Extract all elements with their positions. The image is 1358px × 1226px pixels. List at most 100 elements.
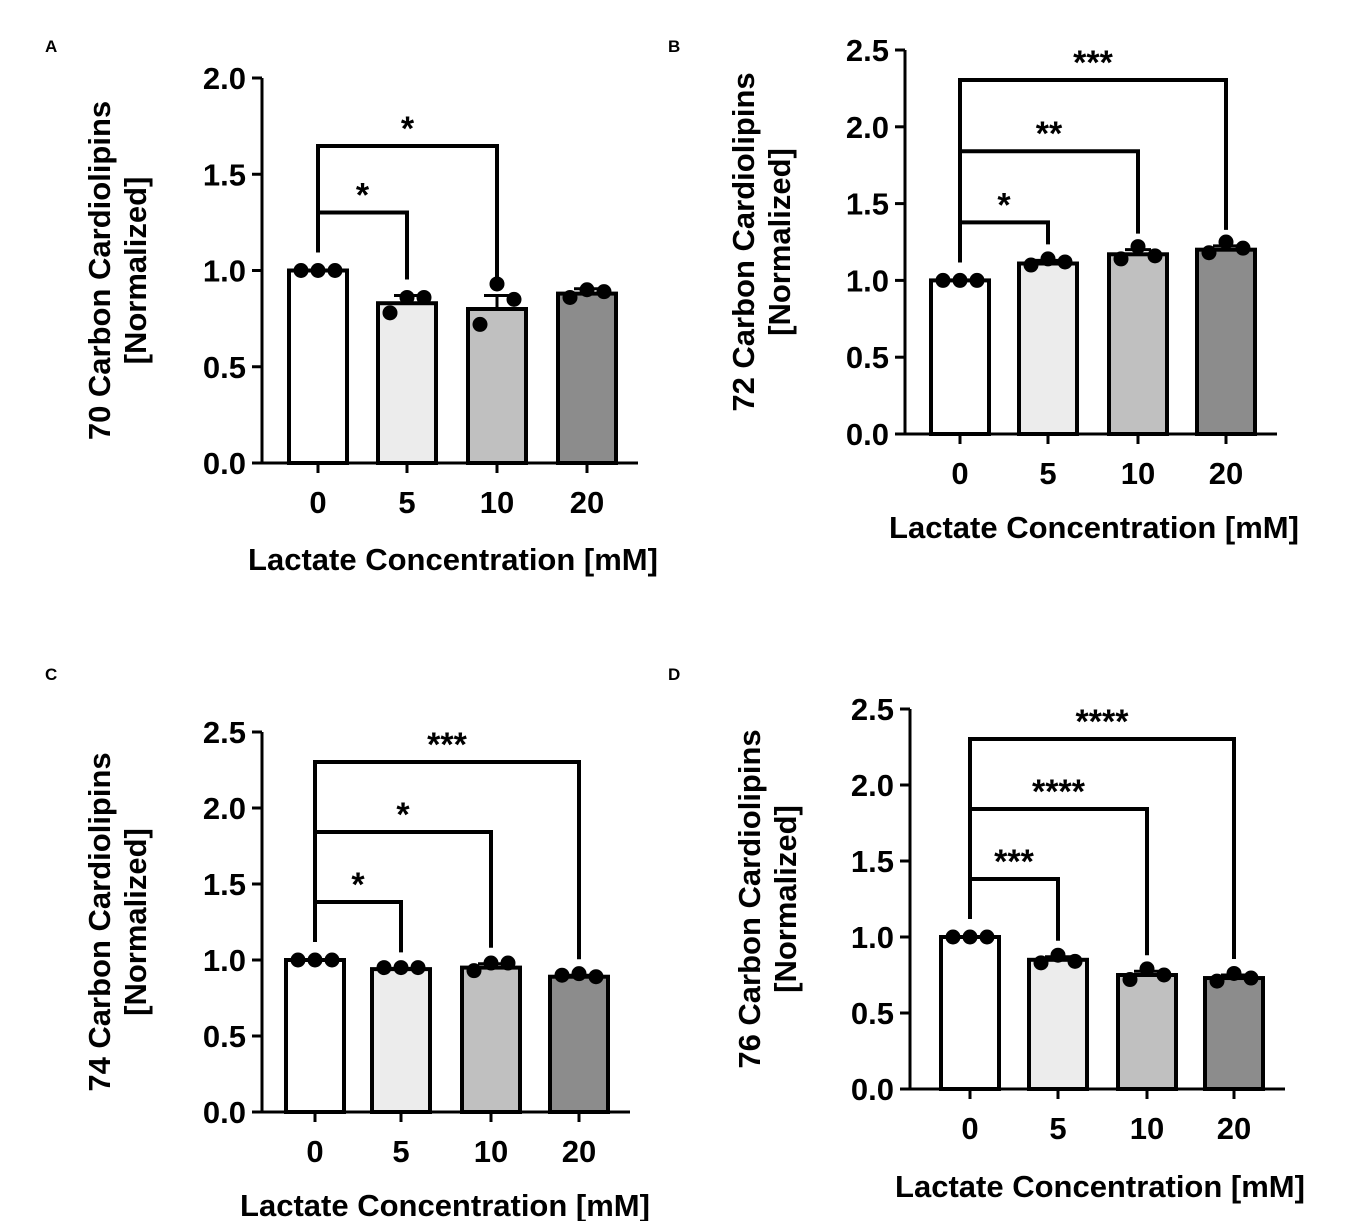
data-point bbox=[410, 960, 426, 976]
y-tick-label: 0.5 bbox=[846, 340, 889, 375]
x-tick-label: 20 bbox=[1209, 456, 1243, 491]
panel-c: C0.00.51.01.52.02.50 5 10 20*****74 Carbon … bbox=[45, 665, 650, 1223]
bar bbox=[466, 307, 528, 465]
x-tick-label: 10 bbox=[480, 485, 514, 520]
significance-bracket bbox=[958, 78, 1228, 263]
data-point bbox=[962, 929, 978, 945]
bar bbox=[1195, 247, 1257, 436]
data-point bbox=[293, 263, 309, 278]
data-point bbox=[579, 282, 595, 298]
data-point bbox=[1226, 965, 1242, 981]
data-point bbox=[310, 263, 326, 278]
bar bbox=[460, 965, 522, 1114]
bar bbox=[1027, 957, 1089, 1091]
y-axis-label: 74 Carbon Cardiolipins[Normalized] bbox=[82, 752, 153, 1091]
bar bbox=[939, 935, 1001, 1091]
y-tick-label: 0.5 bbox=[851, 996, 894, 1031]
bar bbox=[1203, 976, 1265, 1091]
x-axis-label: Lactate Concentration [mM] bbox=[895, 1169, 1305, 1204]
data-point bbox=[935, 272, 951, 288]
y-tick-label: 0.5 bbox=[203, 1019, 246, 1054]
x-tick-label: 10 bbox=[474, 1134, 508, 1169]
data-point bbox=[500, 955, 516, 971]
data-point bbox=[952, 272, 968, 288]
data-point bbox=[1139, 961, 1155, 977]
x-tick-label: 5 bbox=[1039, 456, 1056, 491]
data-point bbox=[1033, 955, 1049, 971]
y-tick-label: 1.0 bbox=[846, 263, 889, 298]
data-point bbox=[1113, 251, 1129, 267]
x-tick-label: 20 bbox=[570, 485, 604, 520]
panel-letter: A bbox=[45, 37, 57, 56]
y-axis-label-line: 72 Carbon Cardiolipins bbox=[726, 72, 761, 411]
panel-b: B0.00.51.01.52.02.50 5 10 20******72 Carbon… bbox=[668, 33, 1299, 545]
data-point bbox=[1023, 257, 1039, 273]
data-point bbox=[307, 952, 323, 968]
y-tick-label: 0.0 bbox=[846, 417, 889, 452]
significance-label: ** bbox=[1036, 115, 1063, 153]
x-axis-label: Lactate Concentration [mM] bbox=[889, 510, 1299, 545]
y-axis-label-line: 74 Carbon Cardiolipins bbox=[82, 752, 117, 1091]
x-tick-label: 10 bbox=[1130, 1111, 1164, 1146]
y-tick-label: 2.5 bbox=[846, 33, 889, 68]
data-point bbox=[945, 929, 961, 945]
data-point bbox=[1243, 970, 1259, 986]
data-point bbox=[327, 263, 343, 278]
bar bbox=[548, 974, 610, 1114]
bar bbox=[287, 268, 349, 465]
data-point bbox=[1201, 245, 1217, 261]
significance-label: * bbox=[401, 110, 415, 148]
x-tick-label: 20 bbox=[1217, 1111, 1251, 1146]
significance-label: *** bbox=[427, 726, 467, 764]
y-tick-label: 2.0 bbox=[846, 110, 889, 145]
data-point bbox=[969, 272, 985, 288]
x-tick-label: 10 bbox=[1121, 456, 1155, 491]
data-point bbox=[1209, 973, 1225, 989]
y-tick-label: 1.0 bbox=[203, 254, 246, 289]
data-point bbox=[1218, 234, 1234, 250]
data-point bbox=[1050, 947, 1066, 963]
data-point bbox=[596, 284, 612, 300]
significance-bracket bbox=[313, 900, 403, 953]
y-tick-label: 1.0 bbox=[203, 943, 246, 978]
data-point bbox=[483, 955, 499, 971]
data-point bbox=[1235, 240, 1251, 256]
x-tick-label: 5 bbox=[392, 1134, 409, 1169]
bar bbox=[370, 967, 432, 1114]
y-tick-label: 1.0 bbox=[851, 920, 894, 955]
data-point bbox=[588, 969, 604, 985]
data-point bbox=[376, 960, 392, 976]
significance-label: * bbox=[351, 866, 365, 904]
significance-bracket bbox=[958, 220, 1050, 263]
y-tick-label: 0.0 bbox=[203, 1095, 246, 1130]
bar bbox=[1107, 252, 1169, 436]
data-point bbox=[506, 291, 522, 307]
y-axis-label: 72 Carbon Cardiolipins[Normalized] bbox=[726, 72, 797, 411]
bar bbox=[376, 301, 438, 465]
data-point bbox=[489, 276, 505, 292]
y-tick-label: 2.0 bbox=[203, 791, 246, 826]
x-tick-label: 20 bbox=[562, 1134, 596, 1169]
y-axis-label-line: [Normalized] bbox=[762, 148, 797, 336]
data-point bbox=[571, 966, 587, 982]
data-point bbox=[562, 289, 578, 305]
data-point bbox=[382, 305, 398, 321]
y-tick-label: 1.5 bbox=[846, 187, 889, 222]
y-tick-label: 0.0 bbox=[851, 1072, 894, 1107]
data-point bbox=[1122, 972, 1138, 988]
data-point bbox=[979, 929, 995, 945]
y-axis-label-line: [Normalized] bbox=[768, 805, 803, 993]
data-point bbox=[1147, 248, 1163, 264]
y-tick-label: 2.5 bbox=[851, 692, 894, 727]
panel-letter: B bbox=[668, 37, 680, 56]
bar bbox=[929, 278, 991, 436]
data-point bbox=[1057, 254, 1073, 270]
x-tick-label: 0 bbox=[951, 456, 968, 491]
x-tick-label: 0 bbox=[309, 485, 326, 520]
data-point bbox=[1040, 251, 1056, 267]
panel-a: A 0.0 0.5 1.0 1.5 2.0 0 5 10 20 * * 70 Carbon Cardio… bbox=[45, 37, 658, 577]
panel-letter: D bbox=[668, 665, 680, 684]
y-tick-label: 1.5 bbox=[203, 157, 246, 192]
y-tick-label: 2.0 bbox=[203, 61, 246, 96]
